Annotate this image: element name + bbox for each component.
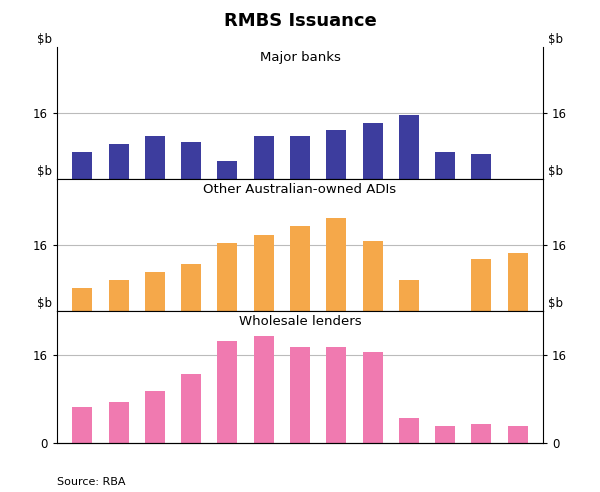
Bar bbox=[399, 280, 419, 311]
Bar bbox=[181, 142, 201, 179]
Bar bbox=[217, 160, 238, 179]
Text: $b: $b bbox=[548, 165, 563, 178]
Bar bbox=[362, 352, 383, 443]
Bar bbox=[145, 136, 165, 179]
Text: $b: $b bbox=[548, 297, 563, 309]
Bar bbox=[290, 226, 310, 311]
Text: $b: $b bbox=[37, 33, 52, 46]
Text: $b: $b bbox=[37, 165, 52, 178]
Bar bbox=[326, 347, 346, 443]
Bar bbox=[399, 115, 419, 179]
Bar bbox=[217, 243, 238, 311]
Bar bbox=[472, 154, 491, 179]
Text: $b: $b bbox=[37, 297, 52, 309]
Text: $b: $b bbox=[548, 33, 563, 46]
Bar bbox=[109, 144, 128, 179]
Bar bbox=[472, 259, 491, 311]
Text: Wholesale lenders: Wholesale lenders bbox=[239, 315, 361, 328]
Bar bbox=[73, 288, 92, 311]
Bar bbox=[254, 336, 274, 443]
Text: Other Australian-owned ADIs: Other Australian-owned ADIs bbox=[203, 183, 397, 196]
Bar bbox=[362, 123, 383, 179]
Bar bbox=[472, 424, 491, 443]
Bar bbox=[109, 280, 128, 311]
Bar bbox=[73, 407, 92, 443]
Bar bbox=[290, 347, 310, 443]
Bar bbox=[109, 401, 128, 443]
Bar bbox=[362, 241, 383, 311]
Bar bbox=[399, 418, 419, 443]
Bar bbox=[73, 153, 92, 179]
Text: RMBS Issuance: RMBS Issuance bbox=[224, 12, 376, 31]
Bar bbox=[217, 341, 238, 443]
Bar bbox=[181, 264, 201, 311]
Bar bbox=[254, 136, 274, 179]
Text: Major banks: Major banks bbox=[260, 51, 340, 64]
Bar bbox=[145, 391, 165, 443]
Bar bbox=[145, 272, 165, 311]
Bar bbox=[254, 235, 274, 311]
Bar bbox=[508, 253, 527, 311]
Bar bbox=[181, 374, 201, 443]
Bar bbox=[508, 426, 527, 443]
Bar bbox=[435, 426, 455, 443]
Bar bbox=[290, 136, 310, 179]
Bar bbox=[326, 129, 346, 179]
Bar bbox=[435, 153, 455, 179]
Text: Source: RBA: Source: RBA bbox=[57, 477, 125, 487]
Bar bbox=[326, 218, 346, 311]
